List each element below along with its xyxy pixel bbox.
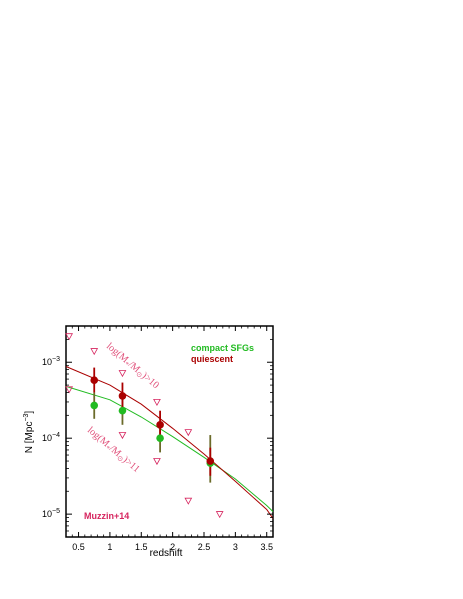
legend-compact-sfgs: compact SFGs xyxy=(191,343,254,353)
data-point xyxy=(118,392,127,400)
upper-limit-marker xyxy=(153,398,161,406)
x-tick-label: 2 xyxy=(170,542,175,552)
annotation-mass-11: log(M*/M⊙)>11 xyxy=(84,425,141,476)
data-point xyxy=(90,401,99,410)
plot-frame xyxy=(65,325,274,538)
x-tick-label: 3 xyxy=(233,542,238,552)
x-tick-label: 2.5 xyxy=(198,542,211,552)
legend-quiescent: quiescent xyxy=(191,354,233,364)
y-axis-label: N [Mpc−3] xyxy=(23,411,35,454)
upper-limit-marker xyxy=(118,432,127,440)
x-tick-label: 1.5 xyxy=(135,542,148,552)
upper-limit-marker xyxy=(90,348,99,356)
data-point xyxy=(206,457,215,465)
upper-limit-marker xyxy=(118,370,127,378)
y-tick-label: 10−3 xyxy=(42,356,60,367)
data-point xyxy=(90,376,99,385)
annotation-mass-10: log(M*/M⊙)>10 xyxy=(103,341,161,392)
y-axis-label-main: N [Mpc xyxy=(24,422,35,454)
data-markers xyxy=(65,333,224,519)
fit-line xyxy=(65,366,274,519)
upper-limit-marker xyxy=(65,333,74,341)
upper-limit-marker xyxy=(184,497,193,505)
source-label: Muzzin+14 xyxy=(84,511,129,521)
x-tick-label: 0.5 xyxy=(72,542,85,552)
data-point xyxy=(156,434,164,442)
y-axis-label-close: ] xyxy=(24,411,35,414)
upper-limit-marker xyxy=(65,386,74,394)
x-axis-label: redshift xyxy=(150,548,183,559)
x-tick-label: 3.5 xyxy=(260,542,273,552)
axis-ticks: 0.5 1 1.5 2 2.5 3 3.5 10−5 10−4 10−3 xyxy=(42,326,273,552)
y-tick-label: 10−5 xyxy=(42,508,60,519)
y-tick-label: 10−4 xyxy=(42,432,60,443)
data-point xyxy=(118,406,127,415)
y-axis-label-exp: −3 xyxy=(23,413,30,421)
x-tick-label: 1 xyxy=(107,542,112,552)
upper-limit-marker xyxy=(153,458,161,466)
fit-line xyxy=(65,385,274,512)
fit-lines xyxy=(65,366,274,519)
upper-limit-marker xyxy=(215,511,224,519)
upper-limit-marker xyxy=(184,429,193,437)
data-point xyxy=(156,421,164,429)
